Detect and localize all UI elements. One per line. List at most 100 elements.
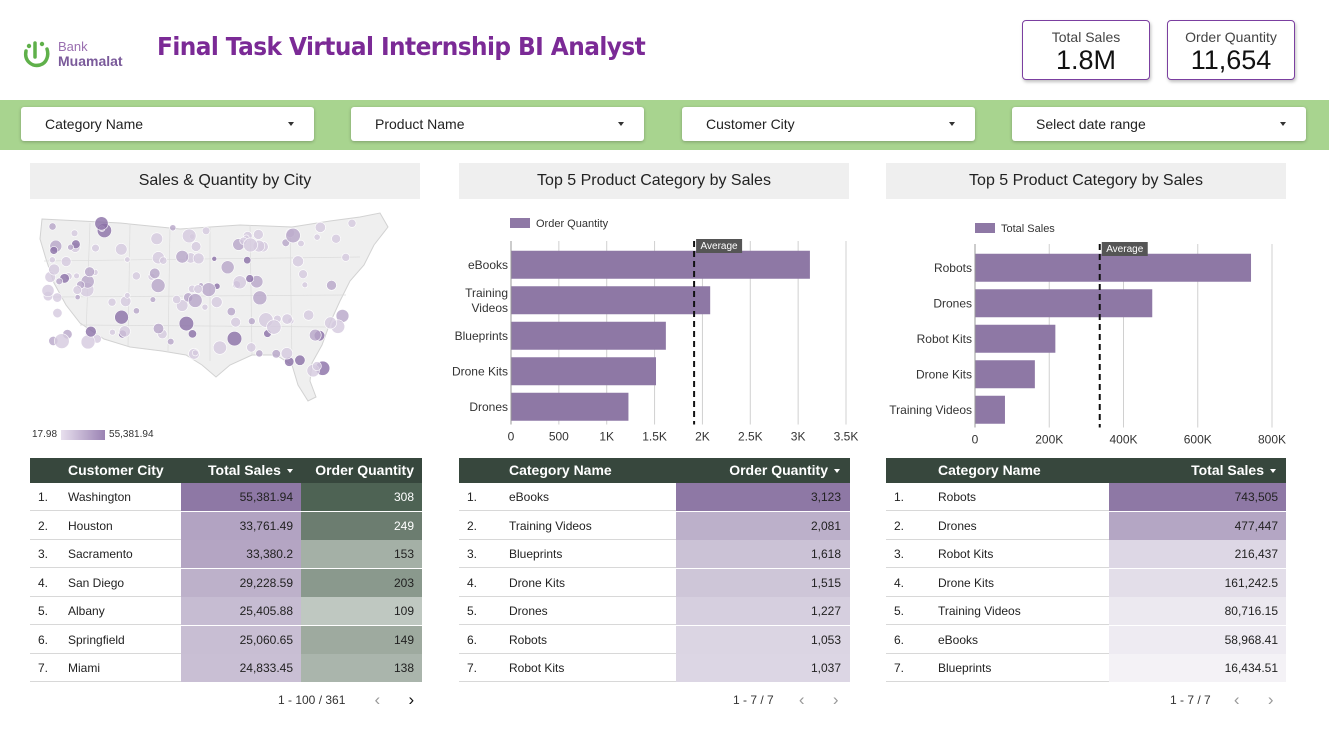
prev-page-icon[interactable]: ‹ (1233, 690, 1240, 709)
table-row[interactable]: 4. San Diego 29,228.59 203 (30, 568, 422, 597)
city-bubble[interactable] (94, 216, 109, 231)
next-page-icon[interactable]: › (1267, 690, 1274, 709)
city-bubble[interactable] (48, 263, 61, 276)
col-customer-city[interactable]: Customer City (68, 462, 164, 478)
filter-customer-city[interactable]: Customer City (682, 107, 975, 141)
city-bubble[interactable] (52, 308, 63, 319)
city-bubble[interactable] (73, 272, 80, 280)
city-bubble[interactable] (210, 296, 223, 308)
city-bubble[interactable] (72, 285, 82, 295)
city-bubble[interactable] (167, 337, 175, 346)
city-bubble[interactable] (324, 316, 337, 330)
city-bubble[interactable] (331, 233, 341, 244)
city-bubble[interactable] (309, 328, 322, 342)
table-row[interactable]: 5. Drones 1,227 (459, 597, 850, 625)
col-total-sales[interactable]: Total Sales (208, 462, 293, 478)
city-bubble[interactable] (84, 266, 95, 278)
filter-product-name[interactable]: Product Name (351, 107, 644, 141)
city-bubble[interactable] (118, 325, 131, 338)
city-bubble[interactable] (109, 328, 116, 336)
prev-page-icon[interactable]: ‹ (374, 690, 381, 709)
city-bubble[interactable] (232, 275, 247, 290)
city-bubble[interactable] (220, 260, 235, 275)
city-bubble[interactable] (226, 307, 236, 317)
table-row[interactable]: 1. eBooks 3,123 (459, 483, 850, 511)
city-bubble[interactable] (178, 315, 194, 332)
city-bubble[interactable] (252, 290, 268, 306)
city-bubble[interactable] (301, 281, 309, 289)
city-bubble[interactable] (55, 277, 63, 286)
city-bubble[interactable] (41, 284, 55, 298)
table-row[interactable]: 6. eBooks 58,968.41 (886, 625, 1286, 654)
city-bubble[interactable] (248, 317, 256, 326)
city-bubble[interactable] (149, 267, 161, 279)
table-row[interactable]: 5. Albany 25,405.88 109 (30, 597, 422, 625)
city-bubble[interactable] (243, 237, 258, 253)
city-bubble[interactable] (107, 297, 117, 307)
city-bubble[interactable] (298, 269, 308, 279)
us-bubble-map[interactable] (30, 205, 420, 420)
next-page-icon[interactable]: › (408, 690, 415, 709)
city-bubble[interactable] (91, 243, 100, 253)
city-bubble[interactable] (172, 295, 182, 304)
city-bubble[interactable] (67, 243, 74, 251)
city-bubble[interactable] (54, 333, 70, 349)
city-bubble[interactable] (85, 325, 97, 338)
col-total-sales[interactable]: Total Sales (1191, 462, 1276, 478)
table-row[interactable]: 2. Drones 477,447 (886, 511, 1286, 540)
city-bubble[interactable] (124, 292, 131, 299)
table-row[interactable]: 1. Washington 55,381.94 308 (30, 483, 422, 511)
filter-date-range[interactable]: Select date range (1012, 107, 1306, 141)
city-bubble[interactable] (181, 228, 197, 244)
city-bubble[interactable] (114, 309, 129, 325)
next-page-icon[interactable]: › (832, 690, 839, 709)
table-row[interactable]: 6. Robots 1,053 (459, 625, 850, 654)
city-bubble[interactable] (201, 226, 211, 236)
city-bubble[interactable] (169, 224, 177, 232)
city-bubble[interactable] (292, 255, 304, 268)
city-bubble[interactable] (48, 256, 56, 264)
table-row[interactable]: 7. Miami 24,833.45 138 (30, 654, 422, 682)
col-category-name[interactable]: Category Name (509, 462, 612, 478)
city-bubble[interactable] (285, 227, 301, 244)
city-bubble[interactable] (313, 233, 321, 241)
table-row[interactable]: 5. Training Videos 80,716.15 (886, 597, 1286, 625)
city-bubble[interactable] (201, 303, 209, 311)
city-bubble[interactable] (303, 309, 315, 321)
city-bubble[interactable] (187, 293, 203, 308)
city-bubble[interactable] (187, 329, 197, 339)
city-bubble[interactable] (243, 256, 252, 265)
city-bubble[interactable] (115, 243, 128, 256)
city-bubble[interactable] (159, 256, 168, 265)
city-bubble[interactable] (192, 349, 199, 357)
city-bubble[interactable] (52, 292, 63, 303)
table-row[interactable]: 2. Training Videos 2,081 (459, 511, 850, 540)
city-bubble[interactable] (230, 316, 241, 328)
table-row[interactable]: 1. Robots 743,505 (886, 483, 1286, 511)
city-bubble[interactable] (175, 250, 189, 264)
table-row[interactable]: 3. Robot Kits 216,437 (886, 540, 1286, 568)
city-bubble[interactable] (294, 354, 306, 366)
table-row[interactable]: 4. Drone Kits 1,515 (459, 568, 850, 597)
city-bubble[interactable] (246, 342, 257, 353)
table-row[interactable]: 3. Blueprints 1,618 (459, 540, 850, 568)
city-bubble[interactable] (314, 221, 326, 233)
city-bubble[interactable] (212, 340, 227, 355)
city-bubble[interactable] (132, 307, 140, 315)
city-bubble[interactable] (60, 256, 72, 267)
city-bubble[interactable] (49, 246, 59, 255)
city-bubble[interactable] (150, 278, 166, 293)
city-bubble[interactable] (193, 284, 203, 294)
city-bubble[interactable] (192, 252, 205, 265)
filter-category-name[interactable]: Category Name (21, 107, 314, 141)
city-bubble[interactable] (271, 349, 281, 359)
city-bubble[interactable] (211, 255, 218, 262)
city-bubble[interactable] (341, 253, 351, 262)
prev-page-icon[interactable]: ‹ (798, 690, 805, 709)
city-bubble[interactable] (226, 331, 243, 347)
city-bubble[interactable] (312, 361, 322, 371)
city-bubble[interactable] (266, 319, 282, 335)
city-bubble[interactable] (150, 232, 164, 245)
table-row[interactable]: 7. Blueprints 16,434.51 (886, 654, 1286, 682)
city-bubble[interactable] (74, 294, 81, 301)
